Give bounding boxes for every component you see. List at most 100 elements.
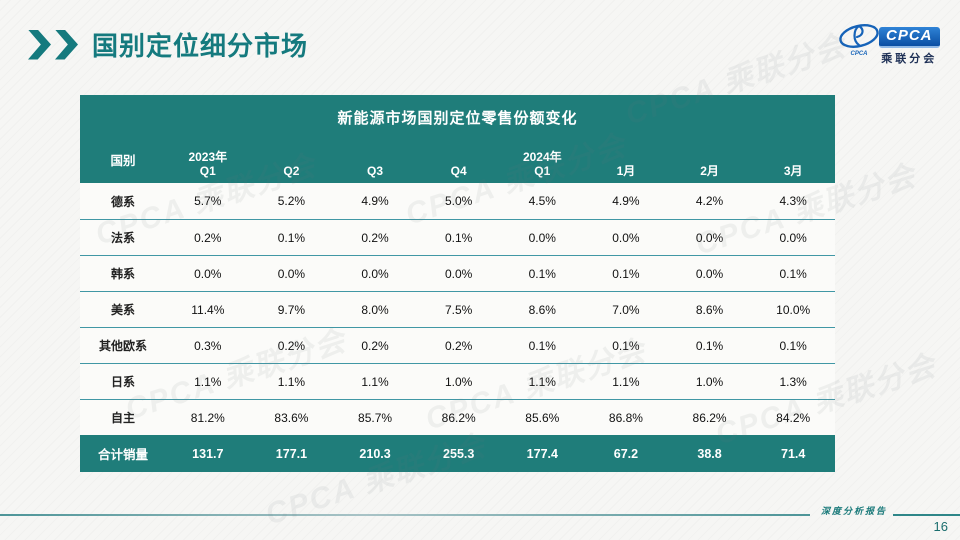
table-row: 韩系 0.0% 0.0% 0.0% 0.0% 0.1% 0.1% 0.0% 0.1% <box>80 255 835 291</box>
market-share-table: 新能源市场国别定位零售份额变化 国别 2023年 Q1 Q2 Q3 Q4 2024年 Q1 1… <box>80 95 835 472</box>
cell-value: 8.6% <box>528 302 556 317</box>
total-cell-value: 177.4 <box>526 446 558 461</box>
cell-value: 0.2% <box>277 338 306 353</box>
cell-value: 1.1% <box>612 374 640 389</box>
cell-value: 86.2% <box>692 410 727 425</box>
column-header-label: Q3 <box>367 164 384 178</box>
cell-value: 5.0% <box>445 194 473 208</box>
total-cell-value: 255.3 <box>443 446 475 461</box>
table-row: 日系 1.1% 1.1% 1.1% 1.0% 1.1% 1.1% 1.0% 1.3% <box>80 363 835 399</box>
column-header-8: 3月 <box>751 139 835 183</box>
chevron-right-icon <box>55 29 78 60</box>
total-cell-value: 131.7 <box>192 446 224 461</box>
cpca-swoosh-text: CPCA <box>850 51 867 57</box>
page-number: 16 <box>933 519 948 534</box>
total-cell-value: 67.2 <box>613 446 639 461</box>
cell-value: 86.2% <box>441 410 476 425</box>
table-row: 自主 81.2% 83.6% 85.7% 86.2% 85.6% 86.8% 86.2% 84.… <box>80 399 835 435</box>
cell-value: 0.1% <box>445 230 473 245</box>
total-cell-value: 71.4 <box>781 446 806 461</box>
cell-value: 0.1% <box>779 338 807 353</box>
cell-value: 1.0% <box>695 374 724 389</box>
cell-value: 4.9% <box>361 194 389 208</box>
total-cell-value: 177.1 <box>275 446 308 461</box>
cell-value: 84.2% <box>776 410 811 425</box>
cell-value: 86.8% <box>608 410 643 425</box>
cell-value: 0.1% <box>277 230 306 245</box>
cell-value: 11.4% <box>191 302 225 317</box>
row-label: 其他欧系 <box>98 339 147 353</box>
column-header-label: 国别 <box>110 154 136 168</box>
cpca-logo-text: CPCA 乘联分会 <box>879 27 940 66</box>
cell-value: 0.0% <box>361 266 389 281</box>
total-row: 合计销量 131.7 177.1 210.3 255.3 177.4 67.2 38.8 71.… <box>80 435 835 472</box>
cell-value: 8.0% <box>361 302 389 317</box>
column-header-5: 2024年 Q1 <box>501 139 585 183</box>
row-label: 韩系 <box>110 267 135 281</box>
cell-value: 0.3% <box>194 338 222 353</box>
cell-value: 7.5% <box>445 302 473 317</box>
cpca-badge: CPCA <box>879 27 940 48</box>
cpca-swoosh-icon: CPCA <box>836 20 882 60</box>
column-header-2: Q2 <box>250 139 334 183</box>
cell-value: 81.2% <box>190 410 225 425</box>
table-header: 新能源市场国别定位零售份额变化 国别 2023年 Q1 Q2 Q3 Q4 2024年 Q1 1… <box>80 95 835 183</box>
cell-value: 4.9% <box>612 194 640 208</box>
table-title: 新能源市场国别定位零售份额变化 <box>337 109 578 127</box>
column-header-7: 2月 <box>668 139 752 183</box>
column-header-3: Q3 <box>333 139 417 183</box>
row-label: 自主 <box>110 411 135 425</box>
cell-value: 5.2% <box>277 194 306 208</box>
footer-report-label: 深度分析报告 <box>820 506 887 516</box>
table-row: 美系 11.4% 9.7% 8.0% 7.5% 8.6% 7.0% 8.6% 10.0% <box>80 291 835 327</box>
cell-value: 4.3% <box>779 194 807 208</box>
table-body: 德系 5.7% 5.2% 4.9% 5.0% 4.5% 4.9% 4.2% 4.3% 法系 0.2%… <box>80 183 835 435</box>
column-header-label: Q2 <box>283 164 300 178</box>
column-header-country: 国别 <box>80 139 166 183</box>
double-chevron-icon <box>28 29 78 60</box>
cell-value: 1.1% <box>194 374 222 389</box>
cell-value: 0.2% <box>361 338 389 353</box>
slide-header: 国别定位细分市场 <box>28 26 308 63</box>
row-label: 法系 <box>110 231 135 245</box>
cell-value: 0.2% <box>361 230 389 245</box>
total-row-label: 合计销量 <box>97 448 148 462</box>
cell-value: 8.6% <box>695 302 724 317</box>
cell-value: 83.6% <box>274 410 309 425</box>
cell-value: 0.2% <box>194 230 222 245</box>
column-header-row: 国别 2023年 Q1 Q2 Q3 Q4 2024年 Q1 1月 2月 3月 <box>80 139 835 183</box>
table-row: 其他欧系 0.3% 0.2% 0.2% 0.2% 0.1% 0.1% 0.1% 0.1% <box>80 327 835 363</box>
cell-value: 0.0% <box>779 230 807 245</box>
footer-divider-right <box>893 514 960 516</box>
cell-value: 1.3% <box>779 374 807 389</box>
cpca-logo: CPCA CPCA 乘联分会 <box>836 20 944 66</box>
cell-value: 1.0% <box>445 374 473 389</box>
column-header-label: 2月 <box>700 164 719 178</box>
chevron-right-icon <box>28 29 51 60</box>
cell-value: 0.0% <box>612 230 640 245</box>
cell-value: 10.0% <box>776 302 811 317</box>
cell-value: 0.1% <box>612 266 640 281</box>
column-header-1: 2023年 Q1 <box>166 139 250 183</box>
cell-value: 1.1% <box>277 374 306 389</box>
cell-value: 5.7% <box>194 194 222 208</box>
column-header-4: Q4 <box>417 139 501 183</box>
column-header-label: Q4 <box>450 164 467 178</box>
column-header-label: 3月 <box>783 164 803 178</box>
table-row: 德系 5.7% 5.2% 4.9% 5.0% 4.5% 4.9% 4.2% 4.3% <box>80 183 835 219</box>
cell-value: 0.1% <box>612 338 640 353</box>
cell-value: 1.1% <box>528 374 556 389</box>
cell-value: 85.6% <box>525 410 560 425</box>
cell-value: 4.2% <box>695 194 724 208</box>
column-header-label: Q1 <box>534 164 551 178</box>
column-header-6: 1月 <box>584 139 668 183</box>
cell-value: 7.0% <box>612 302 640 317</box>
table-row: 法系 0.2% 0.1% 0.2% 0.1% 0.0% 0.0% 0.0% 0.0% <box>80 219 835 255</box>
cell-value: 0.1% <box>695 338 724 353</box>
column-header-year: 2024年 <box>522 150 562 164</box>
cell-value: 0.0% <box>277 266 306 281</box>
cell-value: 0.1% <box>528 338 556 353</box>
cell-value: 0.0% <box>194 266 222 281</box>
page-title: 国别定位细分市场 <box>92 31 309 61</box>
